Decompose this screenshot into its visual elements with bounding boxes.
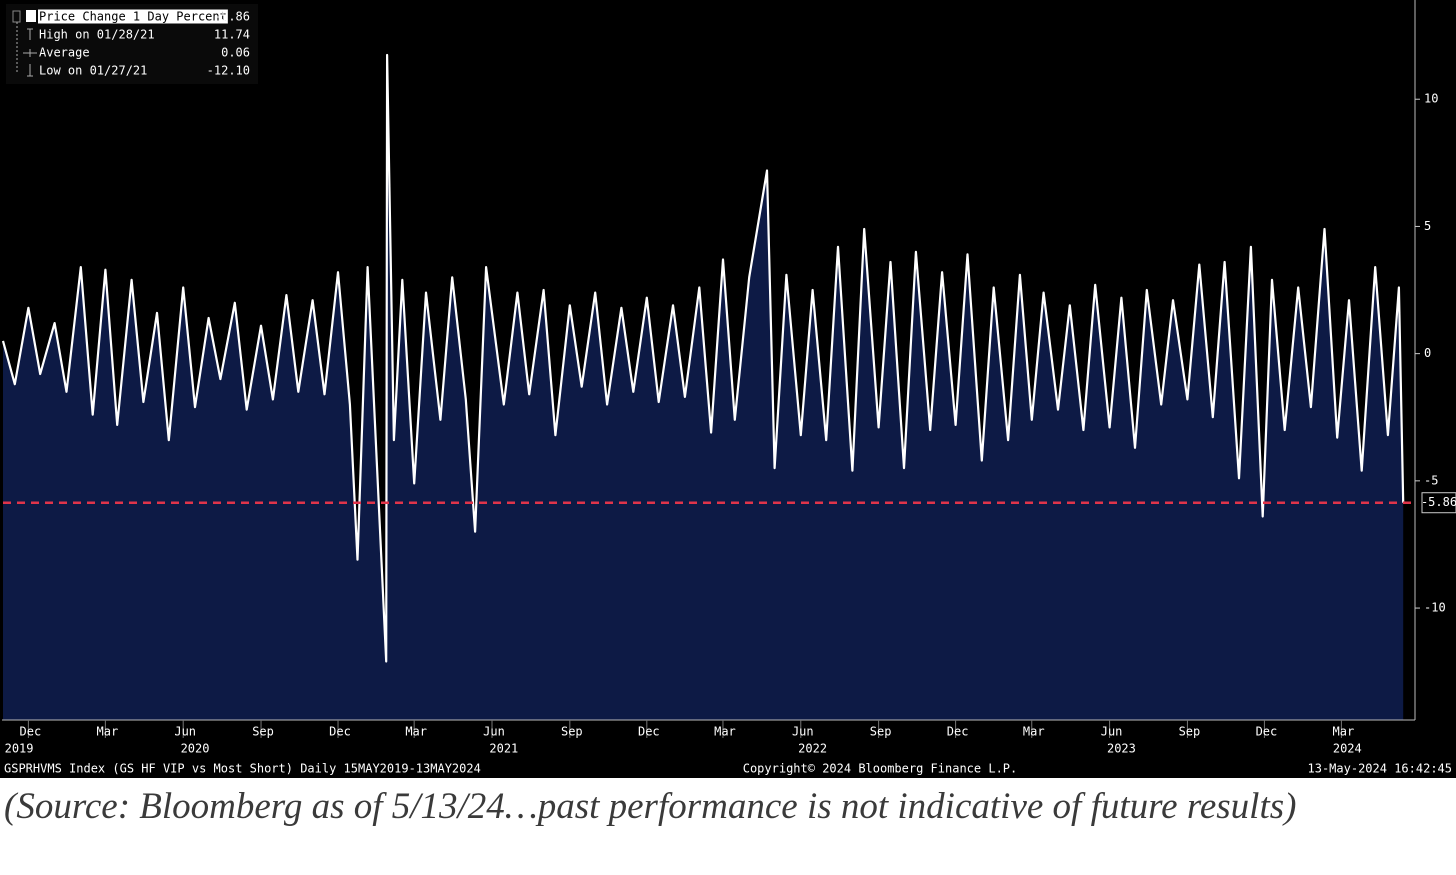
x-tick-label: Dec	[638, 725, 660, 739]
x-tick-label: Sep	[252, 725, 274, 739]
year-label: 2022	[798, 742, 827, 756]
legend-value: -12.10	[207, 64, 250, 78]
caption: (Source: Bloomberg as of 5/13/24…past pe…	[4, 786, 1297, 827]
y-tick-label: -5	[1424, 473, 1438, 487]
x-tick-label: Jun	[174, 725, 196, 739]
last-value-tag	[1421, 492, 1456, 514]
footer-center: Copyright© 2024 Bloomberg Finance L.P.	[743, 762, 1018, 776]
x-tick-label: Jun	[792, 725, 814, 739]
footer-left: GSPRHVMS Index (GS HF VIP vs Most Short)…	[4, 762, 481, 776]
legend-label: Price Change 1 Day Percent	[39, 10, 227, 24]
x-tick-label: Mar	[1023, 725, 1045, 739]
y-tick-label: 5	[1424, 219, 1431, 233]
x-tick-label: Jun	[483, 725, 505, 739]
chart: GSPRHVMS Index (GS HF VIP vs Most Short)…	[0, 0, 1456, 778]
y-tick-label: -10	[1424, 601, 1446, 615]
year-label: 2023	[1107, 742, 1136, 756]
plot-area	[1, 53, 1405, 720]
line	[1, 53, 1405, 663]
legend-value: 11.74	[214, 28, 250, 42]
x-tick-label: Dec	[329, 725, 351, 739]
year-label: 2024	[1333, 742, 1362, 756]
x-tick-label: Mar	[405, 725, 427, 739]
legend-label: Low on 01/27/21	[39, 64, 147, 78]
area	[3, 55, 1404, 720]
legend-highlight	[38, 9, 228, 24]
legend-value: 0.06	[221, 46, 250, 60]
x-tick-label: Dec	[20, 725, 42, 739]
x-tick-label: Mar	[97, 725, 119, 739]
x-tick-label: Mar	[714, 725, 736, 739]
last-value-label: -5.86	[1421, 495, 1456, 509]
x-tick-label: Dec	[947, 725, 969, 739]
year-label: 2020	[181, 742, 210, 756]
year-label: 2021	[489, 742, 518, 756]
x-tick-label: Mar	[1333, 725, 1355, 739]
x-tick-label: Dec	[1256, 725, 1278, 739]
legend-value: -5.86	[214, 10, 250, 24]
footer-right: 13-May-2024 16:42:45	[1308, 762, 1453, 776]
y-tick-label: 0	[1424, 346, 1431, 360]
x-tick-label: Sep	[870, 725, 892, 739]
x-tick-label: Sep	[561, 725, 583, 739]
legend-label: Average	[39, 46, 90, 60]
y-tick-label: 10	[1424, 92, 1438, 106]
x-tick-label: Sep	[1179, 725, 1201, 739]
year-label: 2019	[5, 742, 34, 756]
legend-icons	[12, 10, 37, 77]
x-tick-label: Jun	[1101, 725, 1123, 739]
legend-swatch	[26, 10, 36, 22]
legend-label: High on 01/28/21	[39, 28, 155, 42]
